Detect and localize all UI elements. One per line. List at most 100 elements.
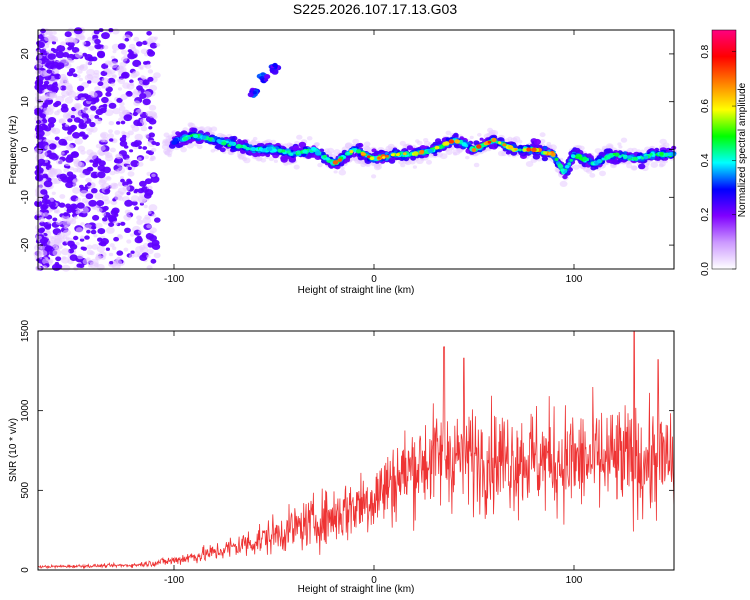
colorbar-tick-label: 0.4 (700, 153, 711, 167)
spectrogram-point (108, 252, 114, 257)
spectrogram-point (144, 63, 152, 69)
spectrogram-point (144, 133, 150, 138)
spectrogram-point (242, 145, 248, 149)
spectrogram-point (94, 86, 101, 92)
spectrogram-point (196, 144, 203, 150)
spectrogram-point (558, 164, 564, 169)
spectrogram-point (90, 76, 100, 84)
spectrogram-point (43, 212, 49, 217)
spectrogram-point (113, 236, 119, 242)
spectrogram-point (47, 220, 52, 224)
colorbar: 0.0 0.2 0.4 0.6 0.8 Normalized spectral ampl… (700, 29, 748, 276)
spectrogram-point (85, 158, 91, 163)
spectrogram-point (88, 152, 97, 160)
spectrogram-point (54, 110, 60, 116)
spectrogram-point (144, 178, 153, 185)
spectrogram-point (508, 145, 514, 150)
spectrogram-point (277, 148, 283, 153)
spectrogram-point (52, 31, 57, 35)
spectrogram-point (105, 91, 112, 97)
spectrogram-point (40, 204, 48, 211)
snr-x-tick-label: 100 (566, 575, 583, 586)
spectrogram-point (61, 103, 68, 109)
snr-y-tick-label: 500 (20, 482, 31, 499)
spectrogram-point (412, 165, 417, 169)
spectrogram-point (89, 258, 99, 266)
spectrogram-point (120, 120, 126, 125)
spectrogram-point (40, 245, 46, 250)
spectrogram-point (469, 135, 474, 140)
spectrogram-point (473, 162, 480, 168)
spectrogram-point (105, 247, 110, 251)
spectrogram-point (142, 217, 151, 224)
spectrogram-point (319, 148, 325, 153)
spectrogram-point (89, 121, 96, 128)
snr-y-tick-label: 0 (20, 567, 31, 573)
spectrogram-point (344, 143, 352, 149)
spectrogram-point (94, 38, 101, 45)
spectrogram-point (147, 50, 156, 57)
spectrogram-point (65, 203, 72, 209)
spectrogram-point (416, 140, 423, 146)
spectrogram-point (133, 142, 140, 148)
spectrogram-point (268, 156, 275, 162)
spectrogram-point (87, 56, 95, 62)
spectrogram-point (427, 148, 434, 154)
spectrogram-point (618, 145, 623, 149)
spectrogram-point (79, 238, 85, 242)
spectrogram-point (37, 54, 43, 59)
spectrogram-point (607, 144, 614, 150)
spectrogram-point (105, 175, 111, 180)
spectrogram-point (115, 154, 120, 158)
spectrogram-point (78, 77, 84, 82)
spectrogram-point (86, 229, 91, 234)
spectrogram-point (88, 45, 95, 51)
spectrogram-point (142, 98, 151, 106)
spectrogram-point (52, 249, 62, 257)
spectrogram-y-tick-label: -20 (20, 237, 31, 252)
spectrogram-point (60, 256, 70, 264)
snr-panel: -100 0 100 0 500 1000 1500 Height of straight… (8, 319, 675, 595)
spectrogram-point (409, 159, 416, 165)
spectrogram-point (39, 113, 47, 119)
spectrogram-point (64, 62, 72, 69)
spectrogram-point (56, 159, 64, 165)
spectrogram-point (120, 94, 128, 100)
spectrogram-point (543, 151, 548, 155)
spectrogram-point (79, 173, 86, 178)
spectrogram-point (61, 95, 66, 99)
spectrogram-point (321, 151, 326, 156)
spectrogram-point (149, 227, 157, 234)
spectrogram-point (113, 158, 120, 164)
spectrogram-point (108, 222, 115, 228)
spectrogram-point (263, 78, 269, 82)
spectrogram-point (136, 41, 143, 47)
spectrogram-point (264, 74, 271, 80)
spectrogram-point (138, 64, 144, 70)
spectrogram-point (48, 32, 53, 36)
spectrogram-point (154, 217, 161, 223)
spectrogram-point (111, 207, 120, 214)
spectrogram-point (325, 157, 330, 161)
spectrogram-point (126, 239, 132, 244)
spectrogram-point (151, 147, 157, 153)
spectrogram-point (35, 124, 42, 130)
spectrogram-point (142, 79, 150, 86)
spectrogram-point (150, 175, 160, 183)
colorbar-ticks: 0.0 0.2 0.4 0.6 0.8 (700, 44, 736, 276)
snr-y-tick-label: 1000 (20, 399, 31, 422)
spectrogram-point (107, 133, 114, 139)
spectrogram-point (576, 154, 580, 157)
spectrogram-point (56, 45, 66, 52)
spectrogram-point (109, 243, 115, 248)
spectrogram-point (273, 64, 278, 68)
spectrogram-point (71, 151, 79, 157)
spectrogram-y-tick-label: 10 (20, 96, 31, 108)
spectrogram-point (74, 51, 83, 58)
spectrogram-point (80, 123, 85, 128)
spectrogram-point (85, 177, 92, 183)
spectrogram-point (127, 166, 132, 171)
spectrogram-point (502, 143, 507, 147)
spectrogram-point (67, 118, 73, 123)
spectrogram-point (44, 145, 50, 150)
